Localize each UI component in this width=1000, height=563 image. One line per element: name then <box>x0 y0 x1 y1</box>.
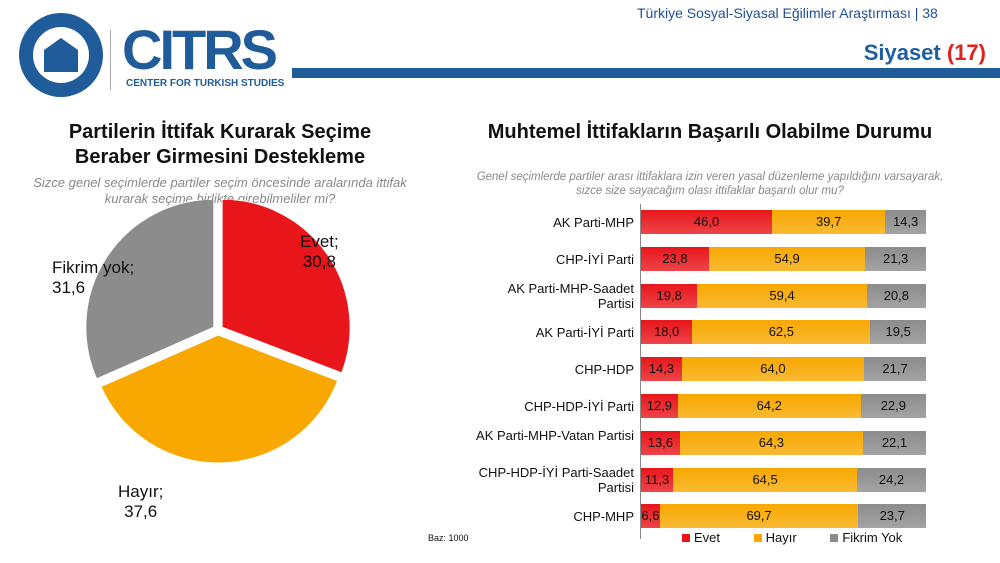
bar-segment-hayır: 64,0 <box>681 357 865 382</box>
category-label: CHP-HDP-İYİ Parti <box>524 399 634 414</box>
bar-segment-fikrim-yok: 14,3 <box>885 210 926 234</box>
logo-text: CITRS <box>122 18 278 81</box>
bar-segment-hayır: 39,7 <box>772 210 886 234</box>
bar-segment-fikrim-yok: 21,7 <box>864 357 926 382</box>
bar-segment-fikrim-yok: 22,9 <box>860 394 926 418</box>
section-title: Siyaset (17) <box>864 40 986 66</box>
legend-hayir: Hayır <box>753 530 797 545</box>
bar-segment-hayır: 59,4 <box>697 283 867 308</box>
bar-segment-fikrim-yok: 22,1 <box>863 430 926 455</box>
university-seal-logo <box>19 13 103 97</box>
bar-subtitle: Genel seçimlerde partiler arası ittifakl… <box>476 171 944 197</box>
pie-label-evet: Evet; 30,8 <box>300 232 339 271</box>
pie-slice-1 <box>100 334 339 464</box>
bar-segment-hayır: 54,9 <box>708 246 866 271</box>
category-label: AK Parti-İYİ Parti <box>535 325 634 341</box>
bar-segment-hayır: 64,2 <box>677 394 861 418</box>
base-note: Baz: 1000 <box>428 533 469 543</box>
category-label: CHP-HDP-İYİ Parti-Saadet Partisi <box>478 464 634 495</box>
category-label: CHP-İYİ Parti <box>555 251 634 267</box>
bar-segment-fikrim-yok: 23,7 <box>858 504 926 529</box>
category-label: CHP-HDP <box>574 362 634 378</box>
logo-divider <box>110 30 111 90</box>
bar-segment-evet: 18,0 <box>641 320 693 345</box>
bar-segment-evet: 14,3 <box>641 357 682 382</box>
pie-chart <box>85 200 351 464</box>
legend: Evet Hayır Fikrim Yok <box>682 530 902 545</box>
category-label: AK Parti-MHP-Vatan Partisi <box>476 427 634 443</box>
pie-label-hayir: Hayır; 37,6 <box>118 482 164 521</box>
section-number: (17) <box>946 40 986 65</box>
bar-segment-evet: 12,9 <box>641 394 678 418</box>
category-label: AK Parti-MHP <box>553 215 634 230</box>
report-title: Türkiye Sosyal-Siyasal Eğilimler Araştır… <box>637 5 938 21</box>
category-label: CHP-MHP <box>573 509 634 525</box>
pie-label-fikrim: Fikrim yok; 31,6 <box>52 258 135 297</box>
bar-segment-evet: 13,6 <box>641 430 680 455</box>
bar-segment-evet: 19,8 <box>641 283 698 308</box>
y-axis <box>640 204 641 540</box>
bar-segment-evet: 46,0 <box>641 210 773 234</box>
section-name: Siyaset <box>863 40 941 65</box>
legend-evet: Evet <box>682 530 720 545</box>
header-rule <box>292 68 1000 78</box>
bar-segment-fikrim-yok: 19,5 <box>870 320 926 345</box>
legend-fikrim: Fikrim Yok <box>830 530 902 545</box>
bar-segment-hayır: 69,7 <box>659 504 859 529</box>
pie-slice-2 <box>85 200 215 380</box>
bar-segment-evet: 6,6 <box>641 504 660 529</box>
bar-segment-hayır: 64,3 <box>679 430 863 455</box>
bar-segment-evet: 11,3 <box>641 467 674 492</box>
bar-segment-fikrim-yok: 21,3 <box>865 246 926 271</box>
bar-segment-evet: 23,8 <box>641 246 709 271</box>
category-label: AK Parti-MHP-Saadet Partisi <box>507 280 634 311</box>
citrs-logo: CITRS CENTER FOR TURKISH STUDIES <box>112 18 285 90</box>
bar-segment-fikrim-yok: 20,8 <box>866 283 926 308</box>
pie-title: Partilerin İttifak Kurarak Seçime Berabe… <box>68 121 372 168</box>
bar-segment-hayır: 62,5 <box>692 320 871 345</box>
pie-subtitle: Sizce genel seçimlerde partiler seçim ön… <box>33 175 407 206</box>
logo-subtext: CENTER FOR TURKISH STUDIES <box>126 78 285 89</box>
bar-title: Muhtemel İttifakların Başarılı Olabilme … <box>487 121 933 143</box>
bar-segment-hayır: 64,5 <box>673 467 858 492</box>
bar-segment-fikrim-yok: 24,2 <box>857 467 926 492</box>
pie-slice-0 <box>221 200 351 374</box>
